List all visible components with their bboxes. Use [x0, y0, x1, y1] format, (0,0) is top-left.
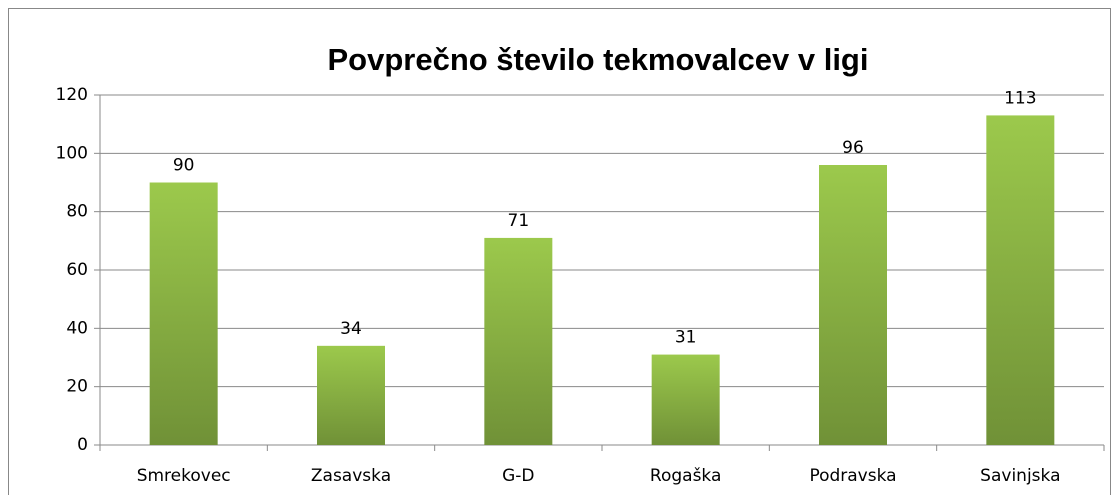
data-label: 34 [340, 319, 362, 339]
y-tick-label: 40 [66, 318, 88, 338]
x-tick-label: Podravska [809, 466, 896, 486]
y-tick-label: 20 [66, 377, 88, 397]
x-tick-label: G-D [502, 466, 534, 486]
y-tick-label: 80 [66, 202, 88, 222]
data-label: 71 [508, 211, 530, 231]
x-tick-label: Savinjska [980, 466, 1060, 486]
x-tick-label: Smrekovec [137, 466, 231, 486]
y-tick-label: 120 [56, 85, 88, 105]
y-tick-label: 60 [66, 260, 88, 280]
x-tick-label: Rogaška [650, 466, 721, 486]
data-label: 96 [842, 138, 864, 158]
bar [149, 182, 218, 445]
bar [317, 345, 385, 445]
x-tick-label: Zasavska [311, 466, 391, 486]
data-label: 113 [1004, 88, 1036, 108]
bar [484, 237, 553, 445]
bar [651, 354, 720, 445]
y-tick-label: 100 [56, 143, 88, 163]
data-label: 90 [173, 156, 195, 176]
bar [986, 115, 1055, 446]
y-tick-label: 0 [77, 435, 88, 455]
bar [819, 165, 887, 445]
data-label: 31 [675, 328, 697, 348]
chart-title: Povprečno število tekmovalcev v ligi [327, 42, 868, 77]
